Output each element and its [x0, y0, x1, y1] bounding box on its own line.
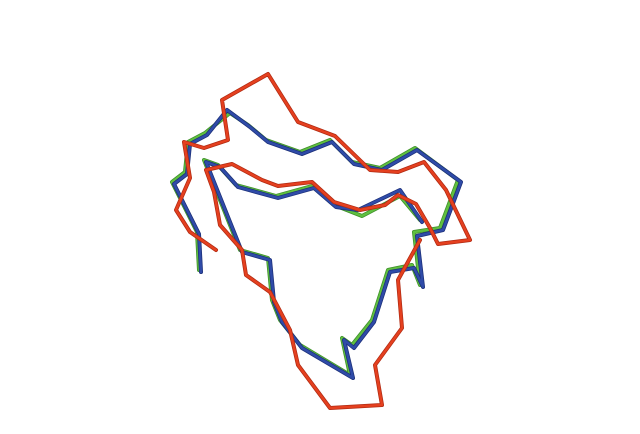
- red-trace-line: [174, 72, 472, 410]
- blue-trace-line: [172, 108, 463, 380]
- red-trace: [174, 72, 472, 410]
- blue-trace: [172, 108, 463, 380]
